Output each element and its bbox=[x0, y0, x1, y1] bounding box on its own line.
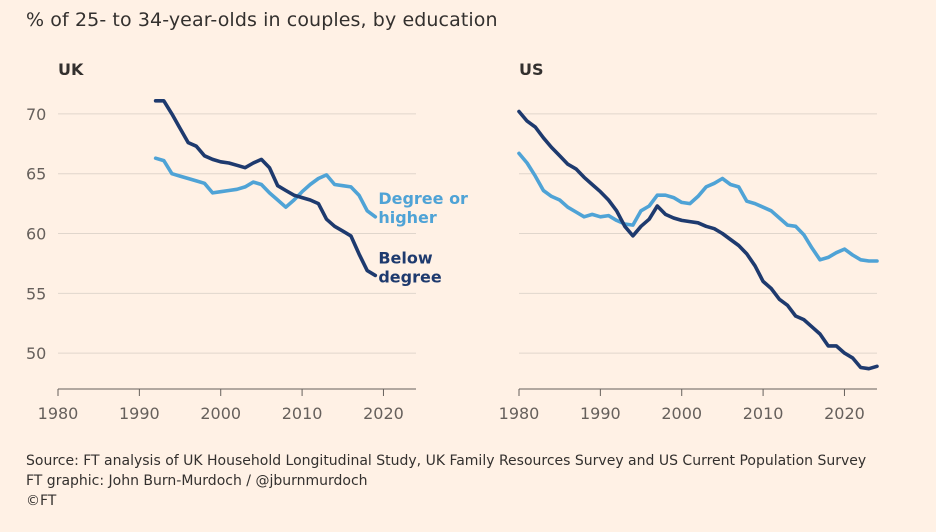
x-tick-label: 2010 bbox=[743, 404, 784, 423]
series-line-degree-or-higher bbox=[153, 156, 378, 219]
panel-title: UK bbox=[58, 60, 84, 79]
series-line-below-degree bbox=[517, 109, 879, 371]
x-tick-label: 1980 bbox=[499, 404, 540, 423]
copyright-line: ©FT bbox=[26, 493, 57, 509]
series-label: degree bbox=[378, 267, 442, 286]
y-tick-label: 50 bbox=[26, 344, 46, 363]
y-tick-label: 60 bbox=[26, 225, 46, 244]
x-tick-label: 1980 bbox=[38, 404, 79, 423]
x-tick-label: 1990 bbox=[119, 404, 160, 423]
credit-line: FT graphic: John Burn-Murdoch / @jburnmu… bbox=[26, 473, 368, 489]
series-label: higher bbox=[378, 208, 437, 227]
y-tick-label: 70 bbox=[26, 105, 46, 124]
series-label: Degree or bbox=[378, 189, 468, 208]
x-tick-label: 2020 bbox=[363, 404, 404, 423]
x-tick-label: 2000 bbox=[661, 404, 702, 423]
series-label: Below bbox=[378, 248, 433, 267]
x-tick-label: 1990 bbox=[580, 404, 621, 423]
x-tick-label: 2020 bbox=[824, 404, 865, 423]
y-tick-label: 65 bbox=[26, 165, 46, 184]
x-tick-label: 2000 bbox=[200, 404, 241, 423]
x-tick-label: 2010 bbox=[282, 404, 323, 423]
chart-title: % of 25- to 34-year-olds in couples, by … bbox=[26, 9, 498, 31]
source-line: Source: FT analysis of UK Household Long… bbox=[26, 453, 867, 469]
y-tick-label: 55 bbox=[26, 284, 46, 303]
source-note: Source: FT analysis of UK Household Long… bbox=[26, 451, 866, 511]
series-line-below-degree bbox=[153, 99, 378, 278]
series-line-degree-or-higher bbox=[517, 151, 879, 263]
panel-title: US bbox=[519, 60, 544, 79]
